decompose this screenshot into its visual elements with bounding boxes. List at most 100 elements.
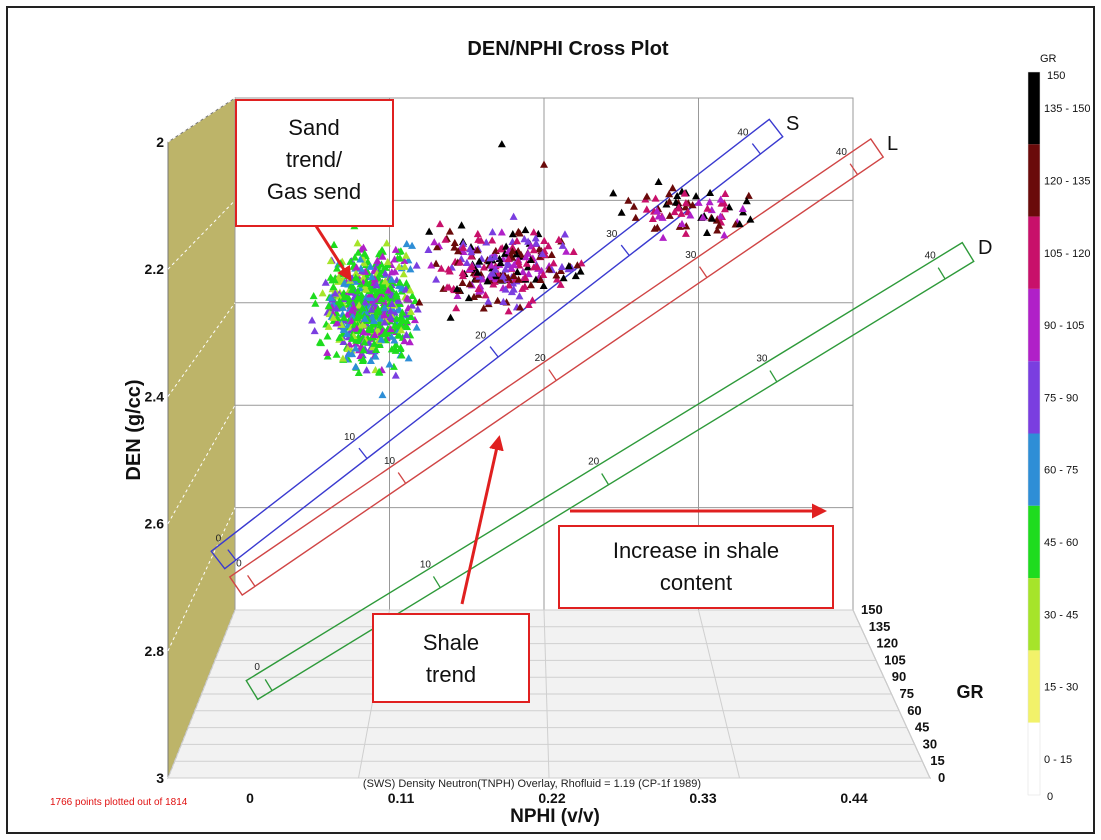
y-axis-label: DEN (g/cc) xyxy=(123,379,145,480)
shale-trend-line-2: trend xyxy=(426,662,476,687)
data-point xyxy=(559,274,568,282)
data-point xyxy=(467,252,476,260)
data-point xyxy=(386,324,395,333)
left-wall-gridline xyxy=(167,200,236,270)
colorbar-bin-label: 15 - 30 xyxy=(1044,682,1078,694)
data-point xyxy=(370,330,379,338)
data-point xyxy=(540,236,549,244)
lith-band-L xyxy=(228,137,885,597)
data-point xyxy=(677,209,686,217)
colorbar-segment xyxy=(1028,288,1040,362)
points-note: 1766 points plotted out of 1814 xyxy=(50,797,188,808)
data-point xyxy=(393,296,402,304)
data-point xyxy=(370,339,379,347)
data-point xyxy=(391,340,400,348)
data-point xyxy=(365,286,374,295)
data-point xyxy=(642,192,651,200)
colorbar-bottom-value: 0 xyxy=(1047,791,1053,803)
data-point xyxy=(651,194,660,202)
data-point xyxy=(467,248,476,256)
data-point xyxy=(642,205,651,213)
data-point xyxy=(315,338,324,346)
z-tick-label: 75 xyxy=(900,686,914,701)
lith-tick xyxy=(247,575,256,587)
data-point xyxy=(458,278,467,287)
data-point xyxy=(398,308,407,316)
lith-tick-label: 40 xyxy=(836,147,848,158)
data-point xyxy=(554,235,563,243)
lith-label-S: S xyxy=(786,113,799,135)
lith-tick xyxy=(751,143,761,155)
data-point xyxy=(386,312,395,320)
data-point xyxy=(453,284,462,293)
data-point xyxy=(571,271,580,280)
data-point xyxy=(342,329,351,338)
data-point xyxy=(373,325,382,333)
data-point xyxy=(380,329,389,337)
data-point xyxy=(686,211,695,219)
data-point xyxy=(490,252,499,261)
data-point xyxy=(402,239,411,248)
data-point xyxy=(746,215,755,223)
data-point xyxy=(340,293,349,301)
data-point xyxy=(353,287,362,295)
data-point xyxy=(725,203,734,211)
data-point xyxy=(372,345,381,353)
lith-tick xyxy=(358,447,368,459)
data-point xyxy=(653,223,662,231)
data-point xyxy=(360,311,369,319)
floor-gridline-x xyxy=(543,609,550,779)
data-point xyxy=(395,253,404,262)
data-point xyxy=(720,199,729,207)
lith-tick-label: 10 xyxy=(384,456,396,467)
data-point xyxy=(382,239,391,247)
data-point xyxy=(458,268,467,277)
data-point xyxy=(688,201,697,209)
data-point xyxy=(367,272,376,280)
data-point xyxy=(350,253,359,261)
data-point xyxy=(624,196,633,204)
data-point xyxy=(480,263,489,271)
data-point xyxy=(375,270,384,278)
data-point xyxy=(346,257,355,265)
data-point xyxy=(665,190,674,198)
data-point xyxy=(424,245,433,254)
data-point xyxy=(324,302,333,310)
data-point xyxy=(381,263,390,271)
data-point xyxy=(716,195,725,203)
data-point xyxy=(654,177,663,186)
data-point xyxy=(513,267,522,276)
left-wall-gridline xyxy=(167,507,236,652)
data-point xyxy=(395,278,404,286)
data-point xyxy=(703,204,712,212)
data-point xyxy=(377,286,386,294)
data-point xyxy=(408,291,417,300)
data-point xyxy=(493,296,502,304)
data-point xyxy=(544,242,553,250)
lith-tick xyxy=(620,244,630,256)
data-point xyxy=(558,241,567,249)
data-point xyxy=(402,330,411,338)
data-point xyxy=(509,271,518,279)
chart-title: DEN/NPHI Cross Plot xyxy=(467,38,668,60)
data-point xyxy=(499,269,508,277)
colorbar-bin-label: 45 - 60 xyxy=(1044,537,1078,549)
data-point xyxy=(360,314,369,322)
z-tick-label: 90 xyxy=(892,669,906,684)
data-point xyxy=(515,292,524,300)
data-point xyxy=(678,219,687,228)
data-point xyxy=(362,292,371,301)
data-point xyxy=(653,206,662,215)
data-point xyxy=(536,275,545,283)
data-point xyxy=(509,285,518,293)
data-point xyxy=(665,197,674,205)
lith-tick xyxy=(601,473,610,486)
data-point xyxy=(406,265,415,273)
data-point xyxy=(391,245,400,253)
data-point xyxy=(465,280,474,288)
data-point xyxy=(681,203,690,211)
data-point xyxy=(742,197,751,205)
data-point xyxy=(609,189,618,197)
shale-increase-line-1: Increase in shale xyxy=(613,538,779,563)
data-point xyxy=(326,256,335,265)
